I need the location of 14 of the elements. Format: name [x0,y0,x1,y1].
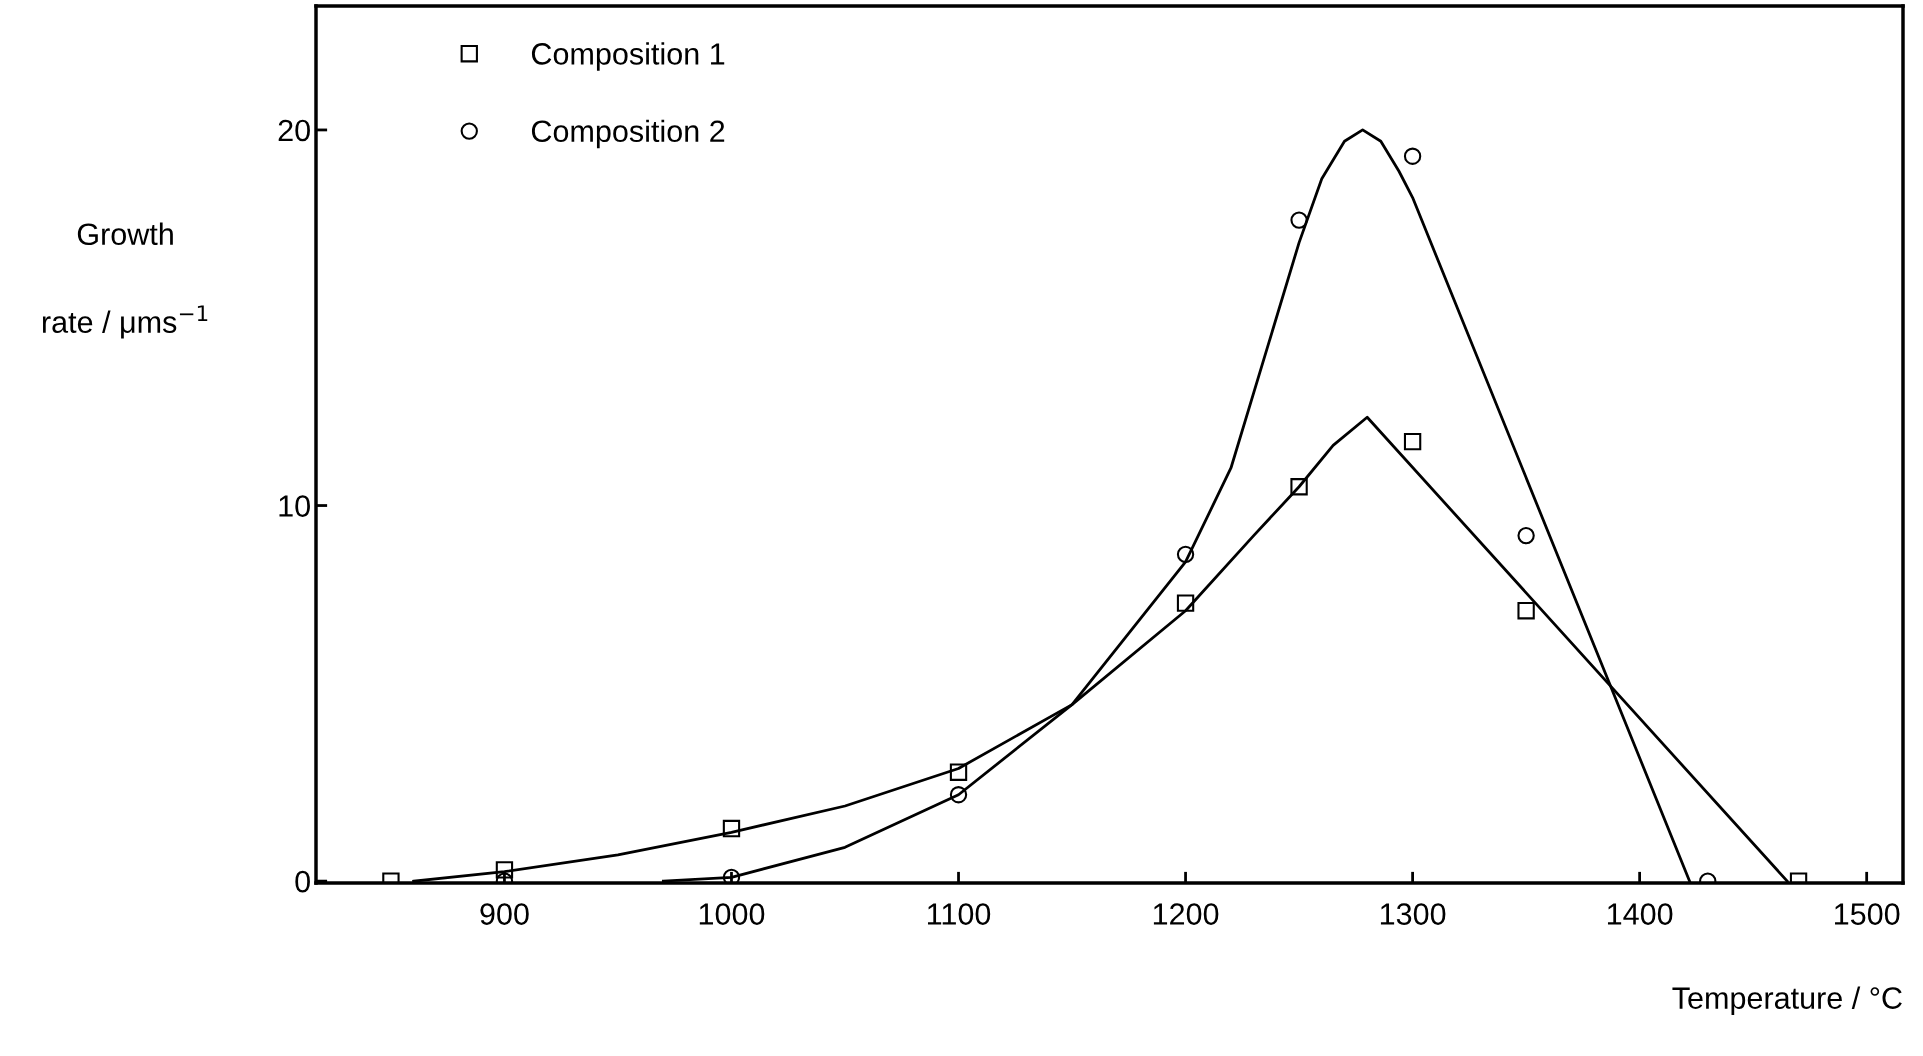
x-axis-title: Temperature / °C [1672,986,1902,1015]
text: Growth rate / μms$^{−1}$ [42,222,208,339]
y-tick-label: 0 [295,870,310,893]
x-tick-label: 1300 [1380,903,1446,925]
x-tick-label: 1100 [927,903,991,925]
legend-label: Composition 1 [531,42,725,71]
y-tick-label: 20 [278,119,310,142]
x-tick-label: 900 [480,903,529,925]
x-tick-label: 1200 [1153,903,1219,925]
x-tick-label: 1500 [1835,903,1900,925]
legend-label: Composition 2 [531,119,725,149]
x-tick-label: 1000 [699,903,765,925]
x-tick-label: 1400 [1607,903,1673,925]
y-tick-label: 10 [279,495,310,517]
